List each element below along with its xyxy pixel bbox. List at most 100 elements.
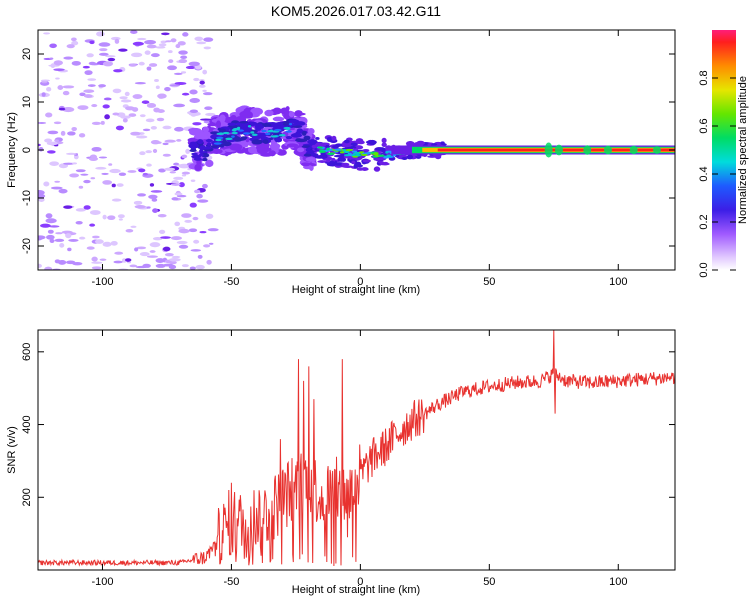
noise-blob xyxy=(94,239,104,244)
noise-blob xyxy=(202,69,208,75)
x-tick-label: 50 xyxy=(483,276,495,288)
noise-blob xyxy=(84,70,93,76)
trans-blob xyxy=(326,136,333,142)
trans-blob xyxy=(340,142,351,148)
noise-blob xyxy=(178,228,190,234)
core-blob xyxy=(282,121,290,126)
core-blob xyxy=(290,133,303,138)
noise-blob xyxy=(205,213,214,219)
x-tick-label: 50 xyxy=(483,576,495,588)
noise-blob xyxy=(54,180,61,183)
noise-blob xyxy=(62,90,70,96)
noise-blob xyxy=(102,214,107,220)
noise-blob xyxy=(124,91,130,97)
noise-blob xyxy=(65,152,77,155)
trans-core-blob xyxy=(377,154,385,157)
noise-blob xyxy=(146,102,157,108)
trans-blob xyxy=(337,156,346,162)
noise-blob xyxy=(146,255,158,258)
noise-blob xyxy=(173,72,183,75)
noise-blob xyxy=(156,141,162,144)
trans-blob xyxy=(331,135,337,141)
trans-core-blob xyxy=(383,156,389,159)
noise-blob xyxy=(82,65,90,69)
noise-blob xyxy=(95,166,107,170)
hot-blob xyxy=(243,132,251,135)
colorbar-ticks: 0.0 0.2 0.4 0.6 0.8 xyxy=(698,70,736,278)
snr-ylabel: SNR (v/v) xyxy=(6,426,18,474)
noise-blob xyxy=(47,130,59,135)
core-blob xyxy=(251,139,263,145)
noise-blob xyxy=(146,44,157,49)
noise-blob xyxy=(38,143,41,147)
noise-blob xyxy=(203,244,211,248)
trans-core-blob xyxy=(355,154,361,157)
noise-blob xyxy=(160,236,171,239)
noise-blob xyxy=(63,205,73,209)
noise-blob xyxy=(131,107,139,112)
noise-blob xyxy=(174,81,187,86)
hot-blob xyxy=(231,131,238,135)
hot-blob xyxy=(265,132,271,136)
noise-blob xyxy=(178,244,189,249)
trans-core-blob xyxy=(343,150,350,154)
noise-blob xyxy=(60,130,66,136)
noise-blob xyxy=(79,236,86,240)
noise-blob xyxy=(208,242,214,245)
noise-blob xyxy=(72,162,77,165)
core-blob xyxy=(191,152,198,156)
noise-blob xyxy=(116,183,124,187)
noise-blob xyxy=(150,53,160,58)
noise-blob xyxy=(44,266,53,270)
trans-blob xyxy=(440,141,445,145)
noise-blob xyxy=(89,223,96,227)
noise-blob xyxy=(102,104,110,109)
trans-core-blob xyxy=(361,153,368,157)
trans-blob xyxy=(343,139,350,144)
noise-blob xyxy=(99,48,108,52)
noise-blob xyxy=(122,118,128,123)
hot-blob xyxy=(222,131,230,135)
noise-blob xyxy=(53,60,63,66)
noise-blob xyxy=(83,205,91,210)
noise-blob xyxy=(162,125,172,130)
core-blob xyxy=(205,138,213,143)
noise-blob xyxy=(188,61,200,67)
noise-blob xyxy=(108,163,113,166)
noise-blob xyxy=(112,88,122,94)
noise-blob xyxy=(112,112,120,116)
core-blob xyxy=(303,153,312,157)
noise-blob xyxy=(71,40,79,46)
noise-blob xyxy=(65,260,76,265)
scatter-blob xyxy=(219,114,226,123)
trans-blob xyxy=(350,142,358,147)
scatter-blob xyxy=(286,143,299,148)
core-blob xyxy=(239,123,251,128)
noise-blob xyxy=(192,122,202,126)
core-blob xyxy=(191,154,201,159)
hot-blob xyxy=(261,129,267,133)
noise-blob xyxy=(189,266,196,270)
snr-series-line xyxy=(38,330,675,567)
noise-blob xyxy=(152,148,158,154)
x-tick-label: -100 xyxy=(91,576,113,588)
trans-core-blob xyxy=(393,153,397,157)
noise-blob xyxy=(173,176,184,180)
hot-blob xyxy=(288,122,293,126)
noise-blob xyxy=(65,233,72,239)
noise-blob xyxy=(102,241,112,247)
scatter-blob xyxy=(268,150,276,157)
noise-blob xyxy=(139,114,146,118)
trans-core-blob xyxy=(344,154,350,157)
noise-blob xyxy=(62,85,75,89)
noise-blob xyxy=(148,194,158,199)
noise-blob xyxy=(152,236,163,241)
noise-blob xyxy=(190,249,202,252)
noise-blob xyxy=(134,204,146,209)
trans-blob xyxy=(356,140,365,145)
noise-blob xyxy=(167,65,178,71)
noise-blob xyxy=(185,148,191,154)
noise-blob xyxy=(59,243,65,248)
